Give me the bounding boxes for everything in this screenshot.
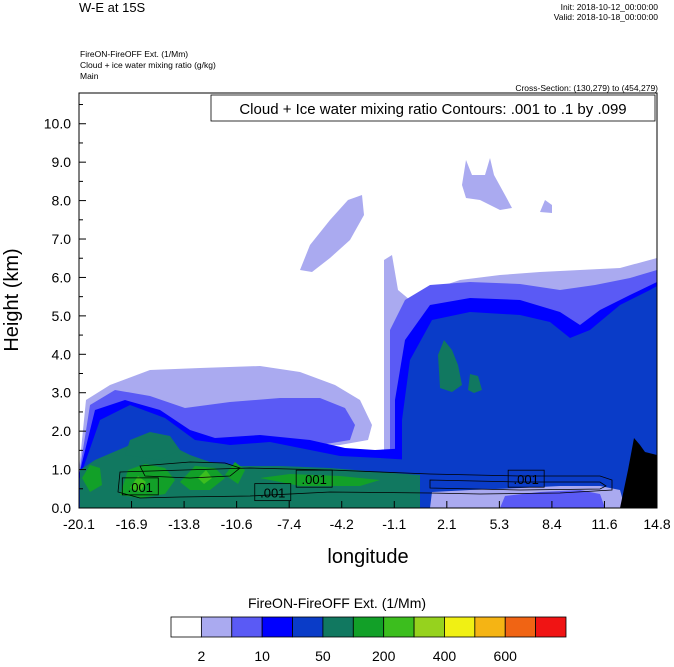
- contour-label: .001: [260, 486, 285, 501]
- y-tick-label: 7.0: [52, 231, 72, 247]
- cross-section-label: Cross-Section: (130,279) to (454,279): [515, 83, 658, 93]
- contour-label-box: [254, 483, 292, 502]
- x-tick-label: -10.6: [221, 516, 253, 532]
- y-tick-label: 5.0: [52, 308, 72, 324]
- colorbar-label: 200: [372, 648, 396, 664]
- colorbar-swatch: [261, 616, 293, 638]
- colorbar-swatch: [413, 616, 445, 638]
- x-axis-label: longitude: [327, 546, 408, 568]
- colorbar-swatch: [504, 616, 537, 638]
- fill-band-teal: [468, 374, 482, 393]
- contour-label-box: [295, 469, 333, 488]
- y-axis-label: Height (km): [1, 248, 23, 351]
- x-tick-label: -20.1: [63, 516, 95, 532]
- fill-band-green: [130, 476, 146, 492]
- plot-title: W-E at 15S: [79, 0, 146, 15]
- y-tick-label: 1.0: [52, 462, 72, 478]
- fill-band-teal: [438, 340, 462, 392]
- field-label-extinction: FireON-FireOFF Ext. (1/Mm): [80, 49, 189, 59]
- fill-band-green: [260, 474, 380, 486]
- x-tick-label: -16.9: [116, 516, 148, 532]
- colorbar-swatch: [474, 616, 506, 638]
- extinction-fill-layer: [79, 158, 657, 508]
- colorbar-swatch: [170, 616, 202, 638]
- fill-band-2-10: [300, 195, 364, 272]
- colorbar-swatch: [231, 616, 263, 638]
- colorbar-swatch: [200, 616, 233, 638]
- contour-label-layer: .001 .001 .001 .001: [121, 469, 545, 502]
- colorbar-label: 600: [494, 648, 518, 664]
- colorbar: 2 10 50 200 400 600: [170, 616, 567, 664]
- colorbar-swatch: [383, 616, 415, 638]
- fill-band-2-10: [462, 158, 512, 210]
- contour-label-box: [507, 469, 545, 488]
- y-tick-label: 9.0: [52, 154, 72, 170]
- colorbar-label: 50: [315, 648, 331, 664]
- fill-band-green: [225, 462, 245, 484]
- fill-band-10-50: [500, 490, 605, 508]
- mixing-ratio-contours: [117, 461, 613, 499]
- y-axis: 0.0 1.0 2.0 3.0 4.0 5.0 6.0 7.0 8.0 9.0 10.0: [44, 104, 86, 516]
- fill-band-teal: [125, 432, 180, 460]
- x-tick-label: -4.2: [330, 516, 354, 532]
- colorbar-swatch: [444, 616, 476, 638]
- colorbar-swatch: [322, 616, 354, 638]
- y-tick-label: 6.0: [52, 269, 72, 285]
- colorbar-label: 2: [197, 648, 205, 664]
- terrain: [620, 438, 657, 508]
- contour-line: [429, 479, 607, 491]
- x-axis: -20.1 -16.9 -13.8 -10.6 -7.4 -4.2 -1.1 2.1 5.3 8.…: [63, 501, 671, 532]
- contour-label-box: [121, 477, 159, 496]
- contour-info-box: [210, 94, 656, 122]
- x-tick-label: 2.1: [437, 516, 457, 532]
- colorbar-swatch: [292, 616, 324, 638]
- y-tick-label: 2.0: [52, 423, 72, 439]
- y-tick-label: 8.0: [52, 193, 72, 209]
- valid-time: Valid: 2018-10-18_00:00:00: [553, 12, 658, 22]
- colorbar-swatch: [535, 616, 567, 638]
- colorbar-swatch: [352, 616, 385, 638]
- fill-band-2-10: [540, 200, 552, 213]
- contour-label: .001: [302, 472, 327, 487]
- fill-band-green: [82, 465, 102, 492]
- y-tick-label: 3.0: [52, 385, 72, 401]
- colorbar-label: 400: [433, 648, 457, 664]
- x-tick-label: -1.1: [382, 516, 406, 532]
- x-tick-label: 8.4: [542, 516, 562, 532]
- colorbar-label: 10: [254, 648, 270, 664]
- y-tick-label: 0.0: [52, 500, 72, 516]
- y-tick-label: 10.0: [44, 116, 71, 132]
- contour-line: [139, 461, 241, 479]
- contour-label: .001: [128, 480, 153, 495]
- field-label-mixing-ratio: Cloud + ice water mixing ratio (g/kg): [80, 60, 216, 70]
- init-time: Init: 2018-10-12_00:00:00: [560, 2, 658, 12]
- plot-frame: [78, 92, 658, 509]
- contour-label: .001: [514, 472, 539, 487]
- contour-info-label: Cloud + Ice water mixing ratio Contours:…: [239, 101, 626, 118]
- x-tick-label: -7.4: [277, 516, 301, 532]
- y-tick-label: 4.0: [52, 346, 72, 362]
- x-tick-label: -13.8: [168, 516, 200, 532]
- x-tick-label: 11.6: [591, 516, 617, 532]
- colorbar-title: FireON-FireOFF Ext. (1/Mm): [247, 595, 427, 611]
- contour-line: [117, 467, 613, 499]
- field-label-main: Main: [80, 71, 99, 81]
- x-tick-label: 5.3: [490, 516, 510, 532]
- fill-band-200-400: [402, 286, 657, 508]
- x-tick-label: 14.8: [643, 516, 670, 532]
